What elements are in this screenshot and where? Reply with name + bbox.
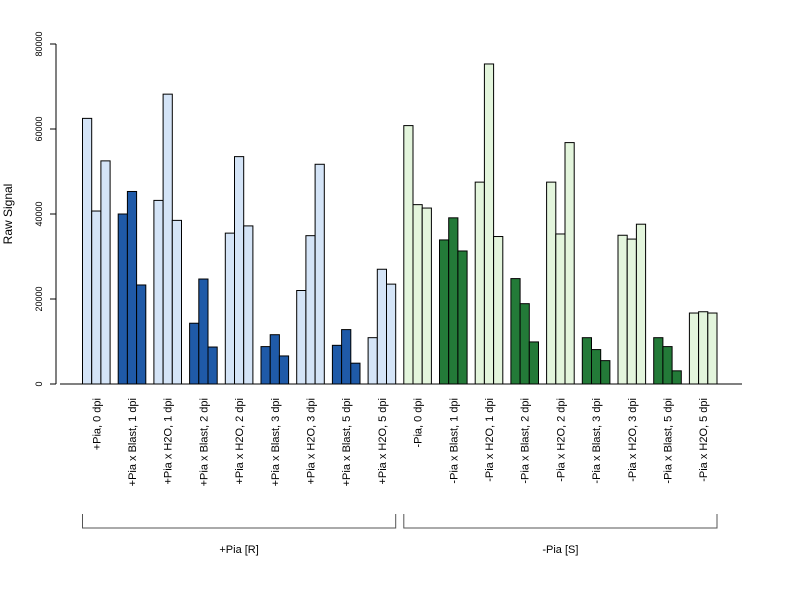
y-axis: 0 20000 40000 60000 80000	[34, 31, 57, 387]
bar	[403, 125, 414, 385]
bar	[207, 346, 218, 385]
y-axis-label: Raw Signal	[1, 184, 15, 245]
group-brackets: +Pia [R] -Pia [S]	[82, 514, 718, 556]
group-label: -Pia [S]	[542, 544, 578, 556]
bar	[457, 250, 468, 385]
bar	[617, 234, 628, 385]
bar	[483, 63, 495, 385]
x-tick-label: +Pia x H2O, 5 dpi	[377, 398, 389, 485]
bar	[260, 346, 271, 385]
bar	[698, 311, 709, 385]
bar	[162, 93, 173, 385]
bar	[198, 278, 209, 385]
bar	[341, 329, 352, 385]
bar	[189, 322, 200, 385]
bar	[305, 235, 316, 385]
x-tick-label: +Pia, 0 dpi	[91, 398, 103, 450]
x-tick-label: -Pia x H2O, 3 dpi	[627, 398, 639, 482]
bar	[448, 217, 459, 385]
bar	[117, 213, 128, 385]
x-tick-label: -Pia x H2O, 2 dpi	[555, 398, 567, 482]
group-label: +Pia [R]	[219, 544, 258, 556]
bar	[331, 344, 343, 385]
y-tick-label: 80000	[34, 31, 44, 56]
bar	[243, 225, 254, 385]
bar	[278, 355, 290, 385]
bars	[82, 63, 718, 385]
x-tick-label: +Pia x H2O, 2 dpi	[234, 398, 246, 485]
x-tick-label: +Pia x Blast, 5 dpi	[341, 398, 353, 486]
bar	[386, 283, 397, 385]
bar	[564, 142, 575, 385]
bar	[296, 290, 307, 385]
bar	[153, 199, 164, 385]
bar	[493, 236, 504, 385]
y-tick-label: 60000	[34, 116, 44, 141]
x-tick-label: -Pia x Blast, 5 dpi	[663, 398, 675, 484]
x-tick-label: -Pia x Blast, 1 dpi	[448, 398, 460, 484]
bar	[314, 163, 325, 385]
bar	[671, 370, 682, 385]
x-tick-label: +Pia x H2O, 3 dpi	[306, 398, 318, 485]
bar	[82, 117, 93, 385]
x-tick-label: +Pia x Blast, 3 dpi	[270, 398, 282, 486]
bar	[546, 181, 557, 385]
y-tick-label: 40000	[34, 201, 44, 226]
bar	[581, 337, 592, 385]
bar	[126, 190, 138, 385]
bar	[626, 238, 637, 385]
bar	[367, 337, 378, 385]
y-tick-label: 20000	[34, 286, 44, 311]
bar	[376, 268, 387, 385]
bar	[439, 239, 450, 385]
bar	[600, 360, 611, 385]
bar	[528, 341, 539, 385]
bar	[100, 160, 111, 385]
bar	[474, 181, 485, 385]
bar	[421, 207, 432, 385]
bar	[653, 337, 664, 385]
bar	[555, 233, 566, 385]
group-bracket	[82, 514, 397, 529]
x-axis-labels: +Pia, 0 dpi +Pia x Blast, 1 dpi +Pia x H2O…	[91, 398, 710, 486]
x-tick-label: +Pia x Blast, 2 dpi	[198, 398, 210, 486]
bar	[234, 156, 245, 385]
bar	[224, 232, 236, 385]
x-tick-label: -Pia x Blast, 2 dpi	[520, 398, 532, 484]
bar	[635, 223, 647, 385]
bar	[171, 219, 183, 385]
bar	[707, 312, 718, 385]
bar	[591, 349, 602, 385]
x-tick-label: -Pia, 0 dpi	[413, 398, 425, 448]
x-tick-label: -Pia x Blast, 3 dpi	[591, 398, 603, 484]
group-bracket	[403, 514, 718, 529]
bar	[510, 278, 521, 385]
bar	[688, 312, 700, 385]
x-tick-label: -Pia x H2O, 5 dpi	[698, 398, 710, 482]
bar	[519, 303, 530, 385]
bar	[91, 210, 102, 385]
bar	[269, 334, 280, 385]
x-tick-label: -Pia x H2O, 1 dpi	[484, 398, 496, 482]
bar	[350, 362, 361, 385]
y-tick-label: 0	[34, 381, 44, 386]
bar	[662, 346, 673, 385]
bar	[412, 204, 423, 385]
bar	[136, 284, 147, 385]
x-tick-label: +Pia x Blast, 1 dpi	[127, 398, 139, 486]
x-tick-label: +Pia x H2O, 1 dpi	[163, 398, 175, 485]
